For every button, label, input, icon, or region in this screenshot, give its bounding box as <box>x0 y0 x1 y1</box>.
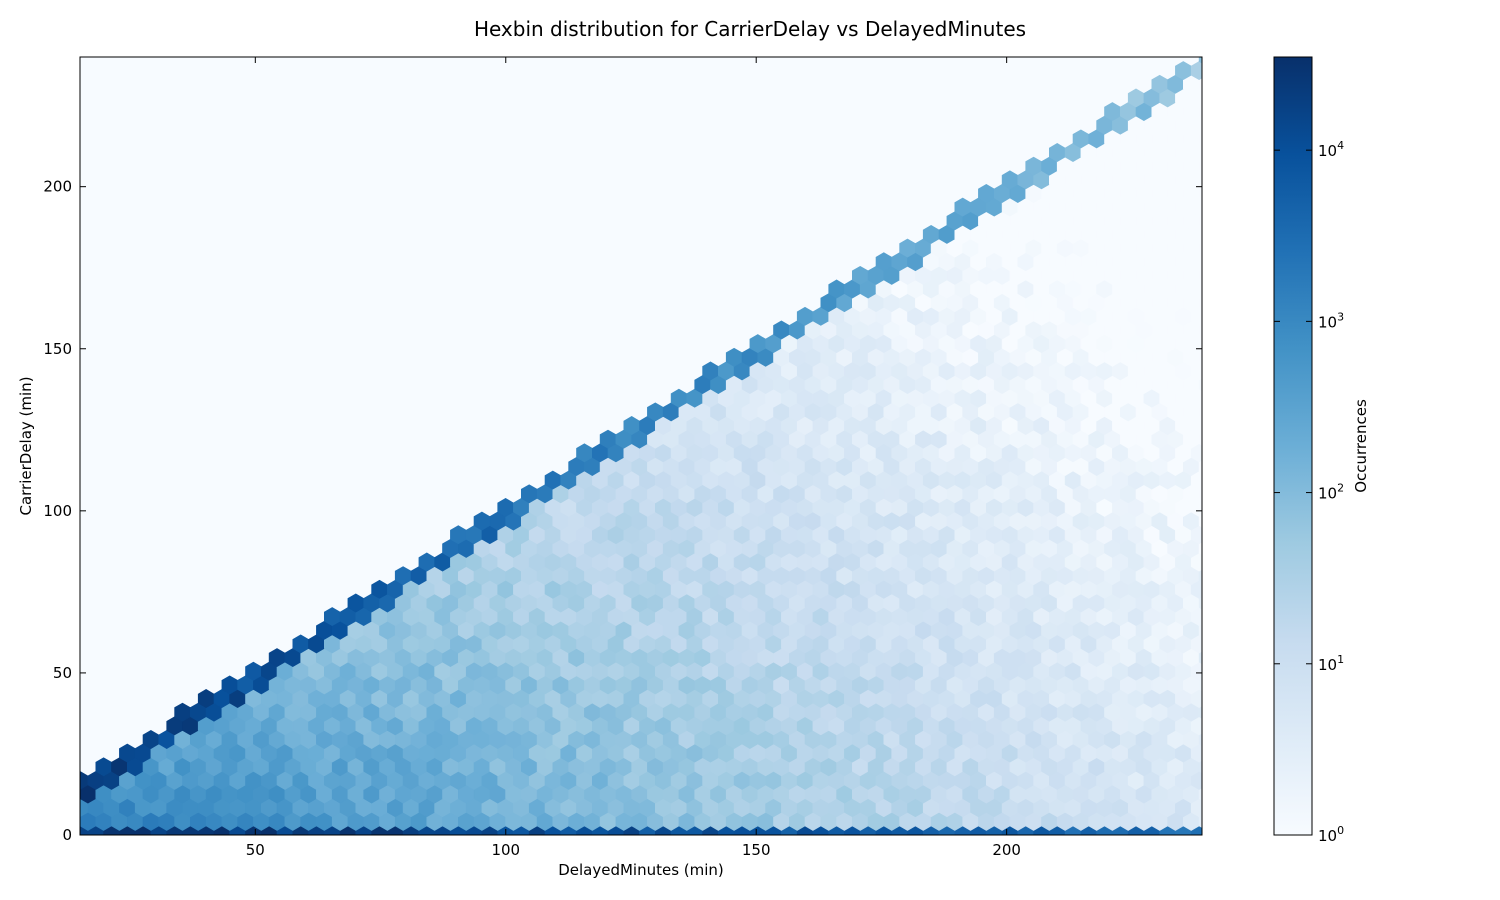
hex-cell <box>1198 241 1202 255</box>
hex-cell <box>1207 62 1223 80</box>
x-axis: 50 100 150 200 <box>246 57 1021 859</box>
y-tick-label: 50 <box>53 664 72 682</box>
y-axis-label: CarrierDelay (min) <box>17 376 35 515</box>
colorbar-tick-label: 104 <box>1318 139 1344 160</box>
hex-cell <box>1198 569 1202 583</box>
hex-cell <box>1198 378 1202 392</box>
hex-cell <box>1207 771 1223 789</box>
hex-cell <box>1207 362 1223 380</box>
hex-cell <box>1198 623 1202 637</box>
hex-cell <box>1198 405 1202 419</box>
hex-cell <box>1198 459 1202 474</box>
hex-cell <box>1198 596 1202 610</box>
hex-cell <box>1207 580 1223 598</box>
colorbar-tick-label: 103 <box>1318 310 1344 331</box>
y-axis: 0 50 100 150 200 <box>43 178 1202 844</box>
hex-cell <box>1207 389 1223 407</box>
hex-cell <box>1207 498 1223 516</box>
colorbar-tick-label: 101 <box>1318 653 1344 674</box>
hex-cell <box>1198 787 1202 801</box>
hex-cell <box>1198 214 1202 228</box>
x-tick-label: 100 <box>491 841 520 859</box>
colorbar-label: Occurrences <box>1352 399 1370 493</box>
hex-cell <box>1207 717 1223 735</box>
hex-cell <box>1198 514 1202 528</box>
hex-cell <box>1207 553 1223 571</box>
hex-cell <box>1198 732 1202 747</box>
hex-cell <box>1198 760 1202 774</box>
hex-cell <box>1207 662 1223 680</box>
y-tick-label: 150 <box>43 340 72 358</box>
hex-cell <box>1207 689 1223 707</box>
x-tick-label: 200 <box>992 841 1021 859</box>
hex-cell <box>1198 105 1202 119</box>
hex-cell <box>1198 814 1202 828</box>
hex-cell <box>1207 335 1223 353</box>
hex-cell <box>1198 350 1202 364</box>
hex-cell <box>1207 826 1223 844</box>
plot-frame <box>79 56 1203 836</box>
chart-title: Hexbin distribution for CarrierDelay vs … <box>474 17 1026 41</box>
hex-cell <box>1198 186 1202 201</box>
hex-cell <box>1198 432 1202 446</box>
x-axis-label: DelayedMinutes (min) <box>558 861 724 879</box>
hex-cell <box>1207 307 1223 325</box>
hex-cell <box>1207 116 1223 134</box>
colorbar-gradient <box>1273 56 1313 836</box>
hex-cell <box>1207 744 1223 762</box>
hex-cell <box>1198 705 1202 719</box>
hex-cell <box>1198 57 1202 64</box>
x-tick-label: 150 <box>742 841 771 859</box>
hex-cell <box>1198 678 1202 692</box>
plot-area <box>79 56 1223 844</box>
hex-cell <box>1207 89 1223 107</box>
hex-cell <box>1207 143 1223 161</box>
hex-cell <box>1207 526 1223 544</box>
hex-cell <box>1207 608 1223 626</box>
hexbin-cells <box>80 57 1223 844</box>
colorbar: 100 101 102 103 104 Occurrences <box>1273 56 1370 845</box>
hex-cell <box>1207 171 1223 189</box>
hex-cell <box>80 825 89 835</box>
hex-cell <box>1198 323 1202 337</box>
hex-cell <box>1198 77 1202 91</box>
colorbar-ticks: 100 101 102 103 104 <box>1274 139 1344 845</box>
hex-cell <box>1198 296 1202 310</box>
hex-cell <box>1207 253 1223 271</box>
hex-cell <box>1207 280 1223 298</box>
y-tick-label: 100 <box>43 502 72 520</box>
hex-cell <box>1198 541 1202 555</box>
colorbar-tick-label: 100 <box>1318 824 1344 845</box>
hex-cell <box>1207 799 1223 817</box>
hex-cell <box>1207 225 1223 243</box>
hex-cell <box>1207 471 1223 489</box>
hex-cell <box>1207 635 1223 653</box>
hex-cell <box>1198 132 1202 146</box>
hex-cell <box>1198 487 1202 501</box>
y-tick-label: 0 <box>62 826 72 844</box>
hex-cell <box>1207 444 1223 462</box>
hex-cell <box>1198 159 1202 173</box>
hex-cell <box>1198 268 1202 282</box>
y-tick-label: 200 <box>43 178 72 196</box>
hex-cell <box>1207 198 1223 216</box>
x-tick-label: 50 <box>246 841 265 859</box>
colorbar-tick-label: 102 <box>1318 482 1344 503</box>
hex-cell <box>1198 651 1202 665</box>
hex-cell <box>1207 416 1223 434</box>
